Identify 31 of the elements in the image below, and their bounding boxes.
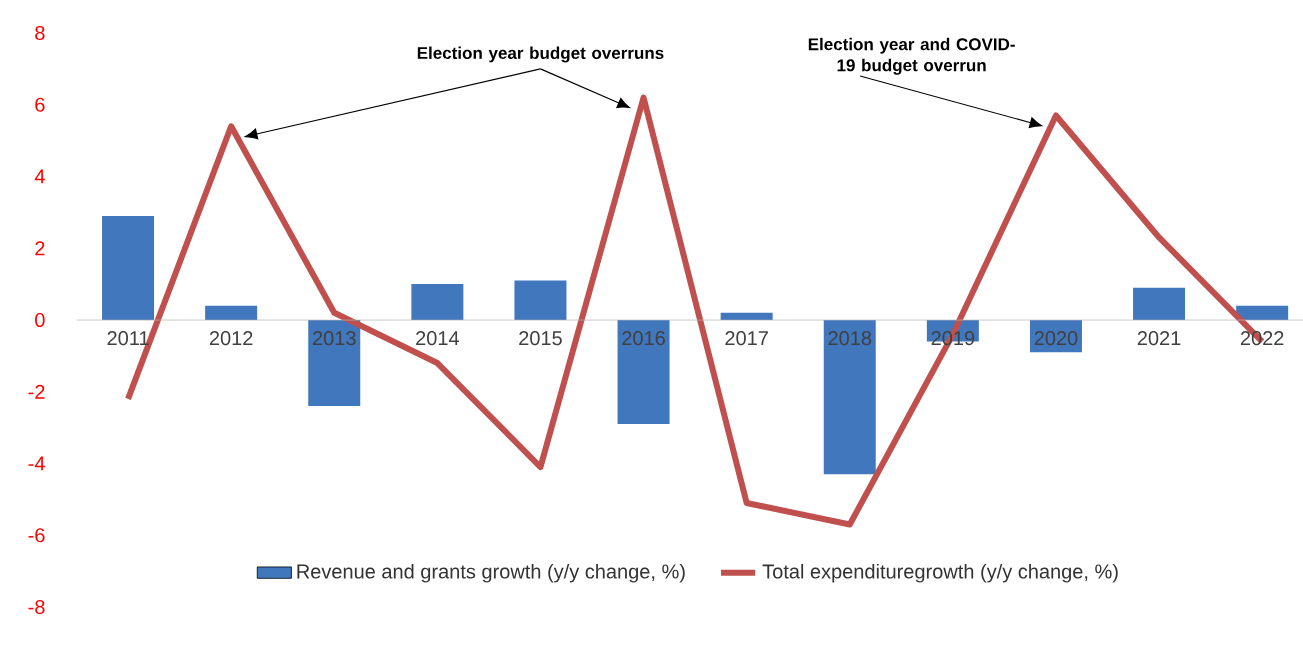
legend-label: Total expendituregrowth (y/y change, %) bbox=[762, 563, 1118, 583]
x-tick-label: 2015 bbox=[519, 331, 562, 346]
y-tick-label: 2 bbox=[35, 241, 45, 256]
annotation: Election year and COVID-19 budget overrun bbox=[808, 37, 1015, 75]
bar bbox=[308, 319, 361, 407]
x-tick-label: 2012 bbox=[209, 331, 253, 346]
bar bbox=[205, 305, 258, 320]
x-tick-label: 2011 bbox=[107, 331, 149, 346]
x-tick-label: 2018 bbox=[828, 331, 872, 346]
bar bbox=[102, 215, 155, 320]
x-tick-label: 2021 bbox=[1137, 331, 1181, 346]
bar bbox=[823, 319, 876, 475]
y-tick-label: -8 bbox=[28, 599, 45, 615]
x-tick-label: 2014 bbox=[416, 331, 460, 346]
x-tick-label: 2017 bbox=[725, 331, 768, 346]
bar bbox=[514, 280, 567, 320]
y-tick-label: 0 bbox=[35, 312, 45, 328]
legend-label: Revenue and grants growth (y/y change, %) bbox=[297, 563, 685, 583]
bar bbox=[1133, 287, 1186, 320]
y-tick-label: -6 bbox=[28, 528, 45, 543]
x-tick-label: 2020 bbox=[1034, 331, 1078, 346]
y-tick-label: -4 bbox=[28, 456, 45, 471]
y-tick-label: 8 bbox=[35, 25, 45, 41]
y-tick-label: 4 bbox=[34, 169, 45, 184]
x-tick-label: 2013 bbox=[313, 331, 356, 346]
annotation: Election year budget overruns bbox=[417, 46, 664, 63]
bar bbox=[617, 319, 670, 425]
y-tick-label: 6 bbox=[35, 97, 45, 112]
x-tick-label: 2016 bbox=[622, 331, 665, 346]
y-tick-label: -2 bbox=[28, 384, 45, 399]
bar bbox=[411, 284, 464, 320]
